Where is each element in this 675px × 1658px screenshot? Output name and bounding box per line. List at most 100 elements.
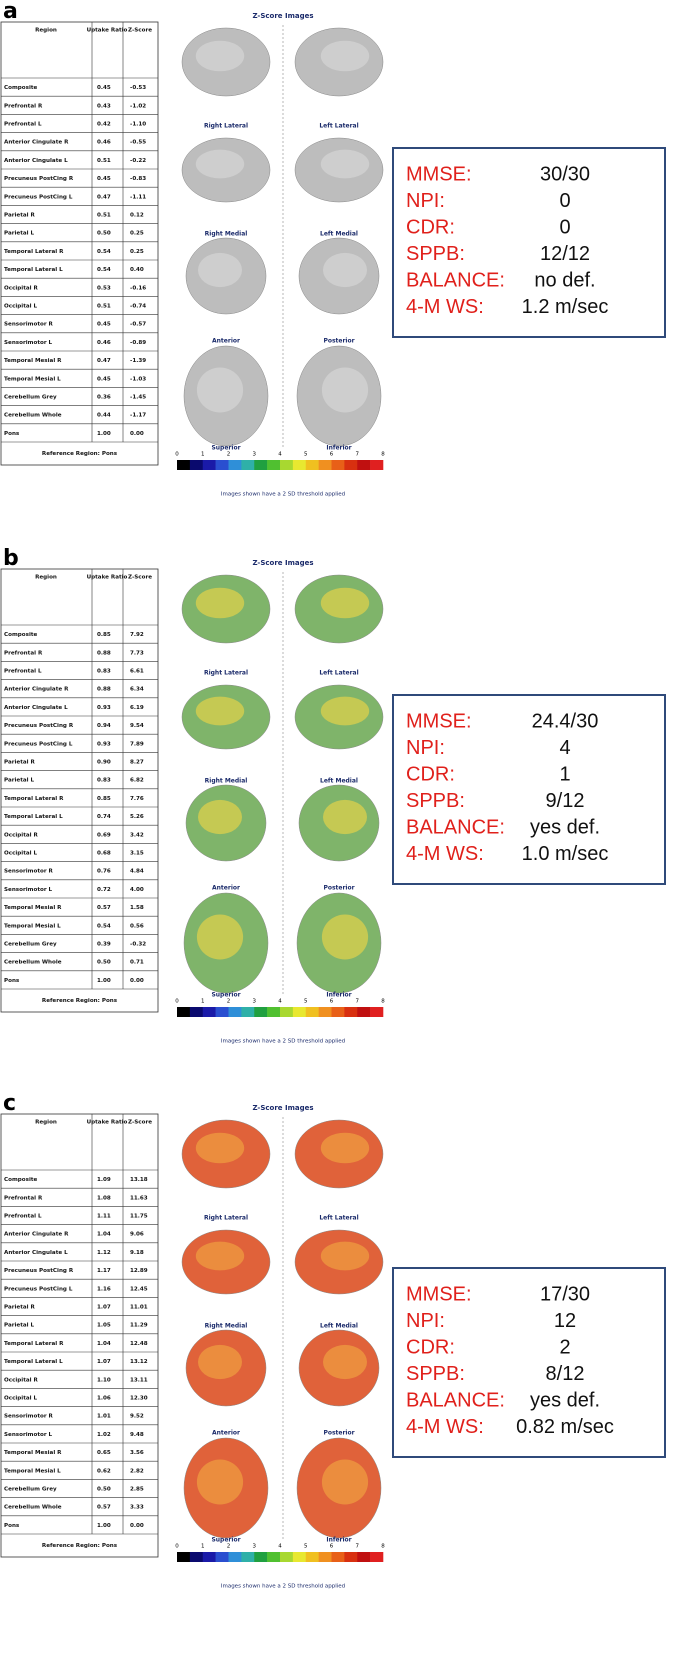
table-cell: 0.51 bbox=[97, 213, 111, 219]
view-label: Right Medial bbox=[205, 778, 248, 785]
table-cell: Sensorimotor L bbox=[4, 340, 53, 346]
table-cell: -1.39 bbox=[130, 358, 146, 364]
colorbar-segment bbox=[241, 1007, 255, 1017]
table-cell: Occipital R bbox=[4, 1377, 39, 1383]
table-cell: 0.50 bbox=[97, 231, 111, 237]
brain-highlight bbox=[320, 40, 370, 72]
clinical-value: 1.0 m/sec bbox=[522, 843, 609, 865]
table-cell: Cerebellum Grey bbox=[4, 1487, 57, 1493]
table-cell: Temporal Mesial R bbox=[4, 905, 62, 911]
table-cell: 0.76 bbox=[97, 869, 111, 875]
image-note: Images shown have a 2 SD threshold appli… bbox=[221, 1584, 345, 1590]
brain-highlight bbox=[195, 696, 245, 726]
view-label: Right Medial bbox=[205, 1323, 248, 1330]
table-cell: Parietal R bbox=[4, 1305, 36, 1311]
table-cell: Cerebellum Whole bbox=[4, 413, 62, 419]
colorbar-segment bbox=[318, 460, 332, 470]
colorbar-tick-label: 7 bbox=[356, 1544, 360, 1550]
table-cell: -0.89 bbox=[130, 340, 146, 346]
table-cell: 0.72 bbox=[97, 887, 111, 893]
table-cell: 0.50 bbox=[97, 960, 111, 966]
table-cell: 0.54 bbox=[97, 267, 111, 273]
clinical-value: 12/12 bbox=[540, 243, 590, 265]
colorbar-tick-label: 7 bbox=[356, 999, 360, 1005]
table-cell: Temporal Lateral L bbox=[4, 267, 63, 273]
colorbar-tick-label: 2 bbox=[227, 1544, 231, 1550]
clinical-label: SPPB: bbox=[406, 243, 465, 265]
table-cell: 9.18 bbox=[130, 1250, 144, 1256]
colorbar-tick-label: 5 bbox=[304, 1544, 308, 1550]
colorbar-segment bbox=[215, 460, 229, 470]
table-header: Uptake Ratio bbox=[87, 28, 128, 34]
table-cell: Prefrontal R bbox=[4, 1195, 43, 1201]
table-cell: Temporal Mesial L bbox=[4, 923, 61, 929]
clinical-label: 4-M WS: bbox=[406, 843, 484, 865]
clinical-value: 0 bbox=[559, 190, 570, 212]
brain-highlight bbox=[196, 367, 244, 413]
table-cell: 9.54 bbox=[130, 723, 144, 729]
table-cell: Pons bbox=[4, 1523, 20, 1529]
colorbar-segment bbox=[370, 460, 384, 470]
view-label: Left Medial bbox=[320, 778, 358, 785]
colorbar-segment bbox=[189, 1007, 204, 1017]
table-cell: 4.00 bbox=[130, 887, 144, 893]
clinical-label: BALANCE: bbox=[406, 816, 505, 838]
table-cell: 3.15 bbox=[130, 851, 144, 857]
clinical-value: 2 bbox=[559, 1336, 570, 1358]
clinical-label: NPI: bbox=[406, 190, 445, 212]
table-cell: 13.11 bbox=[130, 1377, 148, 1383]
table-cell: 0.45 bbox=[97, 176, 111, 182]
view-label: Anterior bbox=[212, 885, 240, 892]
table-cell: Anterior Cingulate R bbox=[4, 1232, 69, 1238]
table-cell: Composite bbox=[4, 632, 38, 638]
colorbar-tick-label: 8 bbox=[381, 999, 385, 1005]
table-cell: 1.00 bbox=[97, 978, 111, 984]
colorbar-tick-label: 0 bbox=[175, 1544, 179, 1550]
table-header: Uptake Ratio bbox=[87, 1120, 128, 1126]
table-cell: Anterior Cingulate L bbox=[4, 1250, 68, 1256]
table-cell: Temporal Lateral L bbox=[4, 814, 63, 820]
colorbar-tick-label: 6 bbox=[330, 1544, 334, 1550]
table-cell: 0.12 bbox=[130, 213, 144, 219]
clinical-value: 4 bbox=[559, 737, 570, 759]
colorbar-tick-label: 7 bbox=[356, 452, 360, 458]
clinical-box bbox=[392, 1267, 666, 1458]
colorbar-segment bbox=[344, 1007, 358, 1017]
table-cell: 0.00 bbox=[130, 431, 144, 437]
brain-highlight bbox=[323, 1344, 367, 1380]
colorbar-segment bbox=[305, 460, 319, 470]
table-cell: 7.92 bbox=[130, 632, 144, 638]
clinical-label: NPI: bbox=[406, 737, 445, 759]
table-cell: 0.36 bbox=[97, 395, 111, 401]
colorbar-segment bbox=[202, 460, 216, 470]
table-cell: 1.11 bbox=[97, 1214, 111, 1220]
table-cell: 9.48 bbox=[130, 1432, 144, 1438]
clinical-value: 24.4/30 bbox=[532, 710, 599, 732]
brain-highlight bbox=[195, 149, 245, 179]
colorbar-segment bbox=[370, 1007, 384, 1017]
images-title: Z-Score Images bbox=[252, 12, 313, 20]
table-cell: 1.04 bbox=[97, 1341, 111, 1347]
table-cell: 12.89 bbox=[130, 1268, 148, 1274]
table-cell: 1.07 bbox=[97, 1305, 111, 1311]
table-cell: -0.74 bbox=[130, 304, 146, 310]
colorbar-segment bbox=[254, 1552, 268, 1562]
table-cell: Prefrontal L bbox=[4, 122, 42, 128]
table-cell: Anterior Cingulate L bbox=[4, 158, 68, 164]
view-label: Right Medial bbox=[205, 231, 248, 238]
table-cell: 11.29 bbox=[130, 1323, 148, 1329]
table-cell: -0.22 bbox=[130, 158, 146, 164]
table-cell: 0.45 bbox=[97, 376, 111, 382]
view-label: Posterior bbox=[323, 885, 354, 892]
colorbar-segment bbox=[318, 1552, 332, 1562]
view-label: Right Lateral bbox=[204, 123, 248, 130]
table-cell: 0.51 bbox=[97, 158, 111, 164]
table-cell: Sensorimotor L bbox=[4, 887, 53, 893]
table-cell: 0.44 bbox=[97, 413, 111, 419]
table-cell: 0.45 bbox=[97, 85, 111, 91]
table-cell: 1.17 bbox=[97, 1268, 111, 1274]
table-cell: 1.04 bbox=[97, 1232, 111, 1238]
table-cell: 3.33 bbox=[130, 1505, 144, 1511]
table-header: Z-Score bbox=[128, 28, 152, 34]
colorbar-tick-label: 5 bbox=[304, 999, 308, 1005]
